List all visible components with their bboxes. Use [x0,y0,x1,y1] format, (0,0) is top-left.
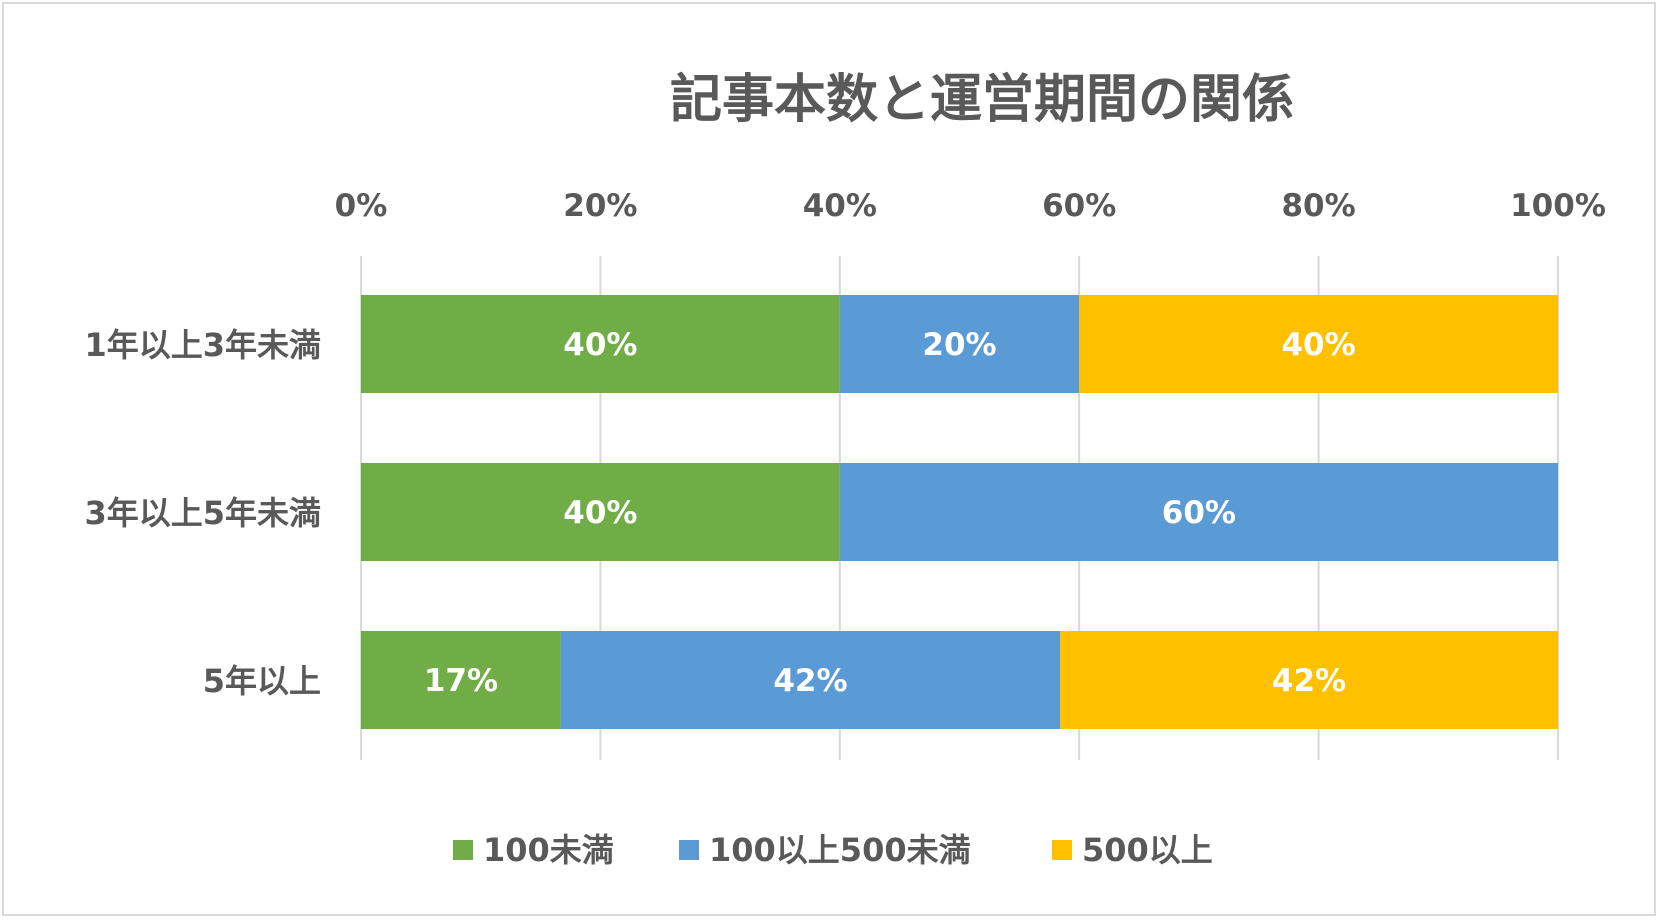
bar-segment [839,463,1558,561]
data-label: 42% [773,663,847,699]
x-tick-label: 60% [1042,188,1116,224]
legend-swatch [679,840,699,860]
category-label: 1年以上3年未満 [84,326,321,364]
data-label: 42% [1272,663,1346,699]
bar-segment [361,631,561,729]
data-label: 40% [563,327,637,363]
x-tick-label: 0% [335,188,388,224]
legend-swatch [1052,840,1072,860]
legend-label: 100未満 [483,831,614,869]
category-label: 5年以上 [203,662,321,700]
category-label: 3年以上5年未満 [84,494,321,532]
category-labels: 1年以上3年未満 3年以上5年未満 5年以上 [84,326,321,700]
bar-segment [1060,631,1558,729]
data-label: 60% [1162,495,1236,531]
x-tick-label: 80% [1281,188,1355,224]
legend-swatch [453,840,473,860]
legend-item: 100以上500未満 [679,831,971,869]
x-tick-label: 100% [1510,188,1606,224]
data-label: 40% [1281,327,1355,363]
data-label: 17% [424,663,498,699]
bar-segment [361,463,840,561]
legend: 100未満 100以上500未満 500以上 [453,831,1213,869]
stacked-bar-chart: 記事本数と運営期間の関係 0% 20% 40% 60% 80% 100% 40% 20% 40… [84,70,1606,869]
legend-label: 100以上500未満 [709,831,971,869]
x-tick-label: 20% [563,188,637,224]
bar-segment [1079,295,1558,393]
bars: 40% 20% 40% 40% 60% 17% 42% 42% [361,295,1558,729]
bar-segment [361,295,840,393]
legend-item: 500以上 [1052,831,1213,869]
legend-item: 100未満 [453,831,614,869]
data-label: 20% [922,327,996,363]
bar-segment [560,631,1061,729]
x-tick-label: 40% [803,188,877,224]
chart-title: 記事本数と運営期間の関係 [670,70,1294,130]
x-axis-tick-labels: 0% 20% 40% 60% 80% 100% [335,188,1606,224]
bar-segment [839,295,1080,393]
data-label: 40% [563,495,637,531]
legend-label: 500以上 [1082,831,1213,869]
